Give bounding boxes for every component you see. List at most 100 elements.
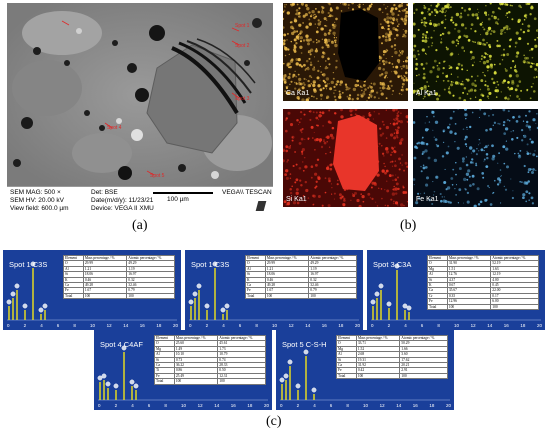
table-cell: 100 (308, 292, 357, 300)
map-speckle (380, 73, 384, 76)
table-header-cell: Atomic percentage / % (308, 254, 357, 262)
map-speckle (425, 176, 430, 180)
map-speckle (479, 23, 483, 26)
map-speckle (464, 27, 467, 30)
map-speckle (390, 7, 394, 11)
map-speckle (328, 109, 331, 112)
map-speckle (305, 79, 307, 81)
map-speckle (463, 177, 467, 182)
map-speckle (466, 69, 468, 71)
map-speckle (427, 93, 431, 97)
map-speckle (285, 145, 289, 149)
map-speckle (496, 39, 499, 42)
spectrum-axis-tick: 8 (437, 323, 440, 328)
map-speckle (294, 70, 296, 72)
scalebar-line (153, 192, 213, 194)
table-cell: 100 (126, 292, 175, 300)
map-speckle (502, 120, 506, 124)
map-speckle (350, 113, 353, 117)
map-speckle (384, 75, 387, 77)
map-speckle (443, 196, 445, 198)
map-speckle (480, 58, 483, 60)
tescan-logo-text: VEGA\\ TESCAN (222, 189, 272, 196)
map-speckle (511, 59, 515, 63)
map-speckle (424, 34, 427, 37)
map-speckle (491, 77, 494, 81)
map-speckle (522, 135, 525, 137)
map-speckle (404, 71, 408, 75)
map-speckle (506, 53, 510, 56)
map-speckle (476, 41, 481, 45)
map-speckle (390, 32, 393, 36)
map-speckle (523, 54, 525, 56)
map-speckle (312, 111, 315, 114)
map-speckle (397, 187, 400, 191)
map-speckle (329, 133, 334, 138)
map-speckle (294, 81, 296, 84)
map-speckle (457, 62, 461, 66)
map-speckle (532, 168, 535, 171)
map-speckle (398, 54, 401, 57)
map-speckle (438, 94, 441, 97)
map-speckle (432, 181, 434, 183)
map-speckle (463, 9, 467, 12)
map-speckle (394, 146, 396, 148)
map-speckle (518, 98, 521, 100)
table-cell: Total (427, 303, 448, 311)
sem-micrograph (7, 3, 273, 186)
map-speckle (436, 64, 439, 67)
map-speckle (483, 158, 486, 161)
map-speckle (522, 30, 526, 34)
spectrum-axis-tick: 20 (264, 403, 270, 408)
map-speckle (387, 6, 389, 8)
map-speckle (413, 34, 416, 38)
map-speckle (435, 144, 438, 146)
map-speckle (508, 74, 512, 78)
map-speckle (396, 59, 401, 63)
map-speckle (473, 89, 477, 92)
peak-marker-icon (283, 373, 289, 379)
map-speckle (444, 168, 446, 170)
map-speckle (523, 19, 526, 21)
map-speckle (478, 98, 482, 101)
map-speckle (477, 16, 479, 18)
map-speckle (331, 23, 335, 27)
map-speckle (511, 138, 514, 141)
map-speckle (401, 5, 404, 7)
map-speckle (301, 161, 304, 163)
map-speckle (469, 146, 473, 150)
map-speckle (467, 169, 471, 173)
map-speckle (478, 139, 480, 141)
map-speckle (400, 75, 403, 78)
map-speckle (423, 4, 425, 7)
map-speckle (439, 192, 442, 196)
map-speckle (393, 70, 395, 73)
map-speckle (531, 62, 534, 65)
table-header-cell: Atomic percentage / % (490, 254, 539, 262)
map-speckle (436, 97, 440, 101)
sem-viewfield: View field: 600.0 µm (10, 205, 69, 212)
map-speckle (402, 35, 404, 38)
map-speckle (523, 164, 526, 168)
table-row: Total 100 100 (336, 372, 448, 380)
map-speckle (379, 133, 383, 137)
map-speckle (519, 149, 522, 152)
map-speckle (512, 190, 514, 192)
map-speckle (413, 12, 416, 14)
map-speckle (286, 32, 289, 35)
map-speckle (386, 76, 389, 79)
map-speckle (379, 86, 382, 90)
map-speckle (427, 45, 430, 48)
map-speckle (503, 132, 507, 135)
map-speckle (471, 13, 475, 17)
map-speckle (421, 153, 424, 155)
map-speckle (454, 23, 458, 27)
map-speckle (389, 16, 393, 20)
map-speckle (306, 7, 310, 11)
map-speckle (489, 3, 492, 5)
map-speckle (307, 97, 310, 100)
map-speckle (455, 66, 459, 70)
map-speckle (528, 199, 530, 201)
map-speckle (391, 63, 394, 65)
table-cell: 100 (355, 372, 401, 380)
